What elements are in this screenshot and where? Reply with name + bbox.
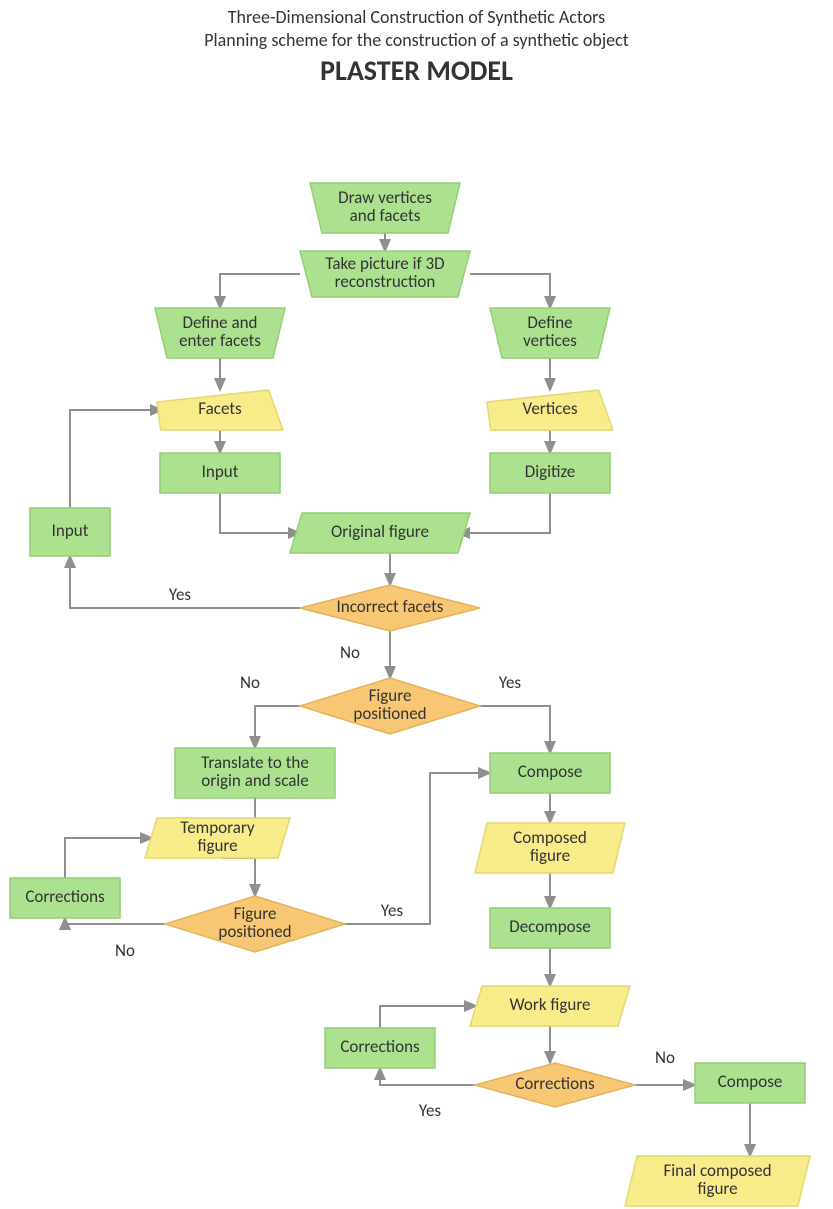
node-take-label: reconstruction (335, 271, 436, 292)
node-compose2-label: Compose (718, 1071, 783, 1092)
node-comp_fig-label: figure (530, 845, 570, 866)
node-temp_fig-label: figure (197, 835, 237, 856)
node-def_facets-label: enter facets (179, 330, 261, 351)
edge-label-7: No (655, 1047, 675, 1068)
edge-1 (220, 274, 300, 308)
node-corr_mid-label: Corrections (340, 1036, 420, 1057)
node-incorrect-label: Incorrect facets (337, 596, 444, 617)
node-fig_pos1-label: positioned (353, 703, 426, 724)
node-work_fig: Work figure (470, 986, 630, 1026)
edge-7 (220, 493, 300, 533)
title-line-1: Three-Dimensional Construction of Synthe… (0, 6, 833, 29)
edge-25 (380, 1006, 476, 1028)
node-facets-label: Facets (198, 398, 242, 419)
node-vertices-label: Vertices (523, 398, 578, 419)
node-compose1-label: Compose (518, 761, 583, 782)
node-corr_dia: Corrections (475, 1063, 635, 1107)
node-temp_fig: Temporaryfigure (145, 817, 290, 858)
node-input-label: Input (202, 461, 239, 482)
edge-16 (222, 858, 255, 896)
title-block: Three-Dimensional Construction of Synthe… (0, 0, 833, 88)
node-draw-label: and facets (350, 205, 421, 226)
edge-label-0: Yes (169, 584, 192, 605)
node-compose1: Compose (490, 753, 610, 793)
node-take: Take picture if 3Dreconstruction (300, 251, 470, 297)
node-fig_pos1: Figurepositioned (300, 678, 480, 734)
node-fig_pos2-label: positioned (218, 921, 291, 942)
node-work_fig-label: Work figure (510, 994, 591, 1015)
node-corr_mid: Corrections (325, 1028, 435, 1068)
node-def_facets: Define andenter facets (155, 308, 285, 358)
edge-label-4: Yes (381, 900, 404, 921)
node-orig_fig: Original figure (290, 513, 470, 553)
node-final: Final composedfigure (625, 1156, 810, 1206)
title-line-2: Planning scheme for the construction of … (0, 29, 833, 52)
node-final-label: figure (697, 1178, 737, 1199)
node-decompose-label: Decompose (509, 916, 591, 937)
edge-label-1: No (340, 642, 360, 663)
node-translate-label: origin and scale (201, 770, 309, 791)
title-main: PLASTER MODEL (0, 53, 833, 88)
node-decompose: Decompose (490, 908, 610, 948)
node-input_left-label: Input (52, 520, 89, 541)
edge-8 (458, 493, 550, 533)
node-fig_pos2: Figurepositioned (165, 896, 345, 952)
node-digitize: Digitize (490, 453, 610, 493)
node-compose2: Compose (695, 1063, 805, 1103)
node-translate: Translate to theorigin and scale (175, 748, 335, 798)
edge-label-5: No (115, 940, 135, 961)
node-input_left: Input (30, 508, 110, 556)
edge-19 (345, 773, 490, 924)
node-comp_fig: Composedfigure (475, 823, 625, 873)
edge-18 (65, 838, 152, 878)
node-corr_left-label: Corrections (25, 886, 105, 907)
edge-17 (65, 918, 165, 924)
edge-label-6: Yes (419, 1100, 442, 1121)
node-orig_fig-label: Original figure (331, 521, 429, 542)
edge-label-3: Yes (499, 672, 522, 693)
node-facets: Facets (157, 390, 283, 430)
edge-label-2: No (240, 672, 260, 693)
node-incorrect: Incorrect facets (300, 585, 480, 631)
edge-2 (470, 274, 550, 308)
node-vertices: Vertices (487, 390, 613, 430)
node-digitize-label: Digitize (525, 461, 576, 482)
node-def_vertices: Definevertices (490, 308, 610, 358)
node-draw: Draw verticesand facets (310, 183, 460, 233)
edge-11 (70, 410, 162, 508)
edge-14 (480, 706, 550, 753)
node-corr_left: Corrections (10, 878, 120, 918)
node-def_vertices-label: vertices (523, 330, 577, 351)
node-corr_dia-label: Corrections (515, 1073, 595, 1094)
edge-13 (255, 706, 300, 748)
flowchart-diagram: Draw verticesand facets Take picture if 3… (0, 88, 833, 1208)
node-input: Input (160, 453, 280, 493)
edge-24 (380, 1068, 475, 1085)
